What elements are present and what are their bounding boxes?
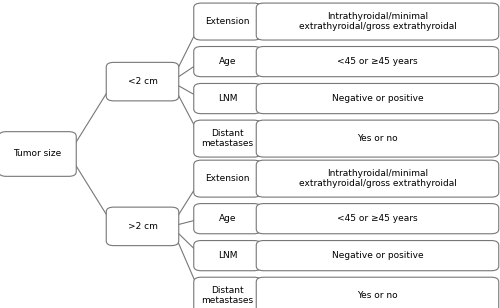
FancyBboxPatch shape: [194, 277, 261, 308]
Text: Extension: Extension: [206, 17, 250, 26]
Text: <2 cm: <2 cm: [128, 77, 158, 86]
FancyBboxPatch shape: [194, 3, 261, 40]
FancyBboxPatch shape: [256, 47, 498, 77]
Text: Distant
metastases: Distant metastases: [202, 129, 254, 148]
Text: Age: Age: [219, 214, 236, 223]
FancyBboxPatch shape: [256, 120, 498, 157]
Text: Tumor size: Tumor size: [14, 149, 62, 159]
FancyBboxPatch shape: [256, 277, 498, 308]
Text: >2 cm: >2 cm: [128, 222, 158, 231]
FancyBboxPatch shape: [256, 83, 498, 114]
FancyBboxPatch shape: [194, 204, 261, 234]
FancyBboxPatch shape: [256, 160, 498, 197]
Text: Negative or positive: Negative or positive: [332, 251, 424, 260]
Text: LNM: LNM: [218, 94, 238, 103]
FancyBboxPatch shape: [256, 241, 498, 271]
FancyBboxPatch shape: [106, 207, 179, 246]
Text: Intrathyroidal/minimal
extrathyroidal/gross extrathyroidal: Intrathyroidal/minimal extrathyroidal/gr…: [298, 169, 456, 188]
Text: LNM: LNM: [218, 251, 238, 260]
FancyBboxPatch shape: [256, 3, 498, 40]
FancyBboxPatch shape: [194, 120, 261, 157]
Text: Negative or positive: Negative or positive: [332, 94, 424, 103]
Text: <45 or ≥45 years: <45 or ≥45 years: [337, 214, 418, 223]
FancyBboxPatch shape: [194, 241, 261, 271]
FancyBboxPatch shape: [256, 204, 498, 234]
FancyBboxPatch shape: [194, 83, 261, 114]
FancyBboxPatch shape: [106, 62, 179, 101]
Text: <45 or ≥45 years: <45 or ≥45 years: [337, 57, 418, 66]
FancyBboxPatch shape: [194, 47, 261, 77]
Text: Extension: Extension: [206, 174, 250, 183]
FancyBboxPatch shape: [194, 160, 261, 197]
Text: Age: Age: [219, 57, 236, 66]
Text: Distant
metastases: Distant metastases: [202, 286, 254, 305]
FancyBboxPatch shape: [0, 132, 76, 176]
Text: Intrathyroidal/minimal
extrathyroidal/gross extrathyroidal: Intrathyroidal/minimal extrathyroidal/gr…: [298, 12, 456, 31]
Text: Yes or no: Yes or no: [357, 134, 398, 143]
Text: Yes or no: Yes or no: [357, 291, 398, 300]
